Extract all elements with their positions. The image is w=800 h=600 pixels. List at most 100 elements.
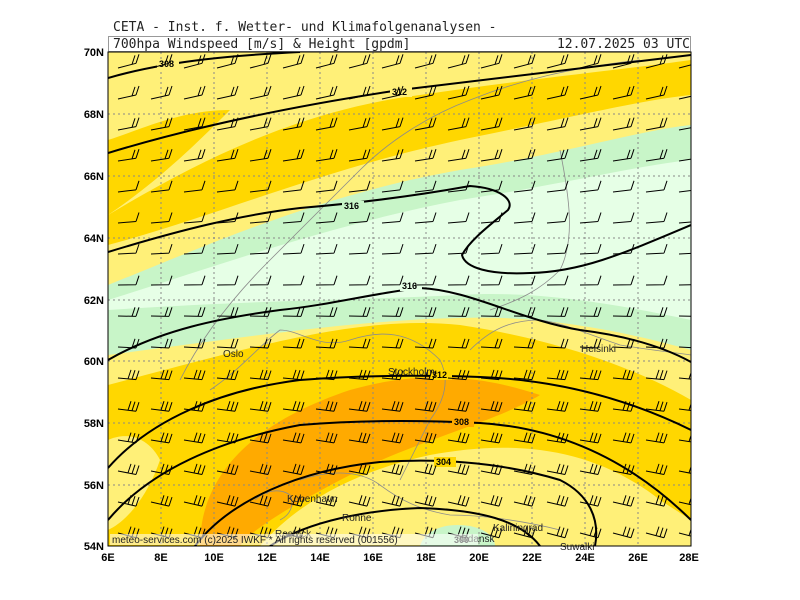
wind-barb	[546, 495, 569, 507]
wind-barb	[678, 528, 691, 537]
wind-barb	[150, 243, 173, 255]
wind-barb	[513, 54, 536, 69]
wind-barb	[513, 432, 536, 444]
wind-barb	[513, 275, 536, 286]
wind-barb	[645, 526, 668, 539]
wind-barb	[282, 338, 305, 349]
wind-barb	[216, 307, 239, 317]
wind-band-mid-south	[260, 447, 691, 546]
wind-barb	[315, 463, 338, 475]
wind-barb	[381, 149, 404, 162]
wind-barb	[183, 338, 206, 349]
wind-barb	[282, 495, 305, 507]
wind-barb	[612, 85, 635, 100]
wind-barb	[216, 117, 239, 131]
lat-label: 68N	[84, 109, 104, 121]
wind-barb	[381, 495, 404, 507]
wind-barb	[381, 432, 404, 444]
wind-barb	[645, 432, 668, 444]
wind-barb	[546, 463, 569, 475]
city-oslo: Oslo	[223, 349, 244, 360]
wind-barb	[117, 401, 140, 412]
wind-barb	[117, 212, 140, 224]
wind-barb	[249, 85, 272, 100]
wind-barb	[348, 401, 371, 412]
wind-barb	[315, 275, 338, 286]
contour-label: 312	[432, 370, 447, 380]
wind-barb	[546, 401, 569, 412]
wind-barb	[348, 338, 371, 349]
wind-barb	[645, 275, 668, 286]
wind-barb	[183, 401, 206, 412]
wind-barb	[480, 212, 503, 224]
wind-barb	[249, 243, 272, 255]
wind-barb	[480, 526, 503, 539]
wind-barb	[282, 307, 305, 317]
wind-barb	[414, 463, 437, 475]
wind-barb	[579, 275, 602, 286]
lat-label: 58N	[84, 418, 104, 430]
wind-barb	[513, 212, 536, 224]
wind-barb	[414, 54, 437, 69]
wind-barb	[348, 85, 371, 100]
lon-label: 24E	[575, 552, 595, 564]
city-kaliningrad: Kaliningrad	[493, 523, 543, 534]
wind-barb	[612, 495, 635, 507]
wind-barb	[447, 117, 470, 131]
wind-barb	[678, 190, 691, 193]
wind-barb	[645, 495, 668, 507]
lat-label: 62N	[84, 295, 104, 307]
wind-barb	[249, 117, 272, 131]
wind-barb	[480, 495, 503, 507]
wind-barb	[348, 212, 371, 224]
wind-barb	[579, 85, 602, 100]
wind-barb	[579, 526, 602, 539]
wind-barb	[513, 338, 536, 349]
wind-barb	[183, 54, 206, 69]
wind-barb	[546, 54, 569, 69]
wind-barb	[315, 338, 338, 349]
wind-barb	[480, 307, 503, 317]
contour-label: 316	[344, 201, 359, 211]
wind-barb	[414, 117, 437, 131]
lon-label: 8E	[154, 552, 167, 564]
wind-barb	[645, 401, 668, 412]
wind-barb	[381, 117, 404, 131]
wind-barb	[348, 307, 371, 317]
wind-barb	[678, 465, 691, 474]
wind-barb	[315, 54, 338, 69]
wind-barb	[315, 180, 338, 193]
wind-barb	[480, 117, 503, 131]
wind-barb	[579, 432, 602, 444]
city-stockholm: Stockholm	[388, 367, 435, 378]
wind-barb	[678, 221, 691, 224]
wind-barb	[480, 463, 503, 475]
wind-barb	[216, 401, 239, 412]
lon-label: 14E	[310, 552, 330, 564]
wind-barb	[216, 463, 239, 475]
wind-barb	[678, 95, 691, 100]
wind-barb	[348, 180, 371, 193]
wind-barb	[513, 243, 536, 255]
contour-308-south	[108, 419, 691, 521]
contour-label: 308	[454, 417, 469, 427]
wind-barb	[249, 180, 272, 193]
wind-barb	[315, 85, 338, 100]
wind-barb	[612, 463, 635, 475]
wind-barb	[282, 212, 305, 224]
wind-barb	[381, 54, 404, 69]
contour-308-north	[108, 52, 301, 79]
wind-barb	[678, 284, 691, 286]
wind-barb	[447, 54, 470, 69]
wind-barb	[513, 463, 536, 475]
lon-label: 10E	[204, 552, 224, 564]
wind-barb	[447, 85, 470, 100]
wind-barb	[612, 338, 635, 349]
wind-barb	[612, 275, 635, 286]
wind-barb	[150, 369, 173, 381]
wind-barb	[381, 212, 404, 224]
wind-barb	[579, 212, 602, 224]
wind-barb	[150, 401, 173, 412]
wind-barb	[612, 369, 635, 381]
wind-barb	[612, 54, 635, 69]
